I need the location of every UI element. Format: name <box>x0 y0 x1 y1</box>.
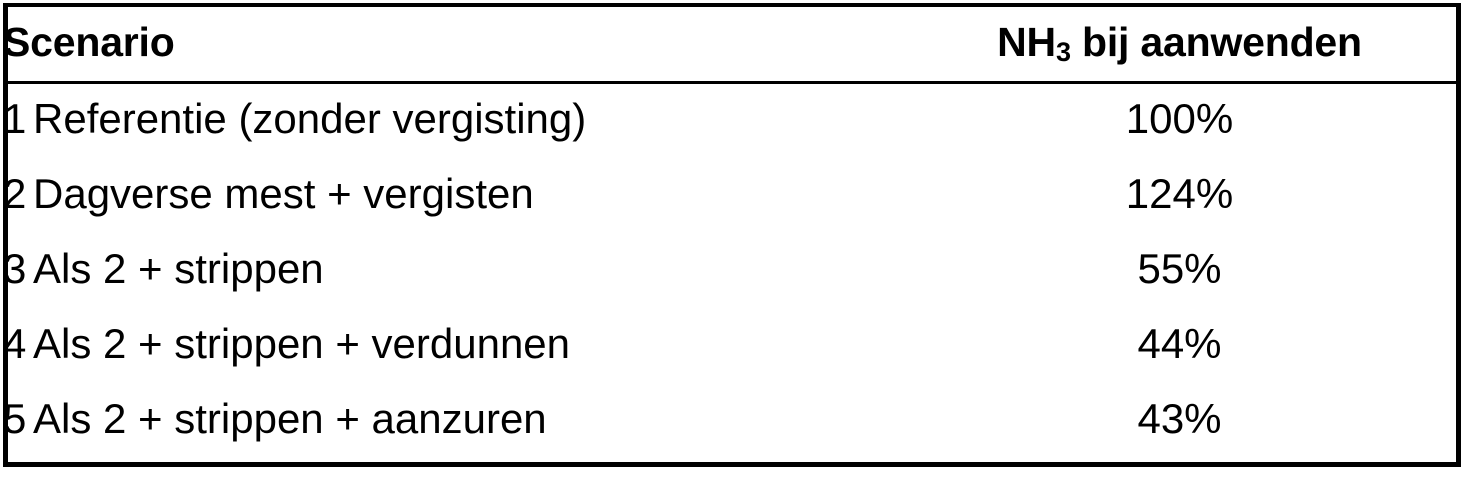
row-index: 5 <box>3 394 27 442</box>
cell-scenario: 5 Als 2 + strippen + aanzuren <box>3 381 898 456</box>
table-top-border <box>3 3 1461 7</box>
row-index: 1 <box>3 94 27 142</box>
table-right-border <box>1456 3 1461 467</box>
cell-scenario: 1 Referentie (zonder vergisting) <box>3 81 898 156</box>
table-row: 3 Als 2 + strippen 55% <box>3 231 1461 306</box>
table-bottom-border <box>3 462 1461 467</box>
table-left-border <box>3 3 8 467</box>
row-index: 4 <box>3 319 27 367</box>
row-index: 2 <box>3 169 27 217</box>
cell-scenario: 3 Als 2 + strippen <box>3 231 898 306</box>
cell-scenario: 4 Als 2 + strippen + verdunnen <box>3 306 898 381</box>
column-header-scenario: Scenario <box>3 18 175 65</box>
cell-nh3-value: 124% <box>1125 169 1234 217</box>
row-label: Als 2 + strippen <box>33 244 324 292</box>
row-label: Dagverse mest + vergisten <box>33 169 534 217</box>
row-label: Als 2 + strippen + verdunnen <box>33 319 571 367</box>
scenario-data-table: Scenario NH3 bij aanwenden 1 Referentie (… <box>3 3 1461 456</box>
cell-nh3-value: 44% <box>1137 319 1222 367</box>
column-header-nh3: NH3 bij aanwenden <box>898 3 1461 81</box>
table-row: 5 Als 2 + strippen + aanzuren 43% <box>3 381 1461 456</box>
column-header-nh3-subscript: 3 <box>1055 37 1071 68</box>
table-row: 4 Als 2 + strippen + verdunnen 44% <box>3 306 1461 381</box>
cell-nh3-value: 100% <box>1125 94 1234 142</box>
column-header-nh3-prefix: NH <box>997 18 1056 65</box>
cell-nh3-value: 43% <box>1137 394 1222 442</box>
table-row: 2 Dagverse mest + vergisten 124% <box>3 156 1461 231</box>
cell-nh3-value: 55% <box>1137 244 1222 292</box>
scenario-table: Scenario NH3 bij aanwenden 1 Referentie (… <box>3 3 1461 467</box>
table-header-row: Scenario NH3 bij aanwenden <box>3 3 1461 81</box>
row-label: Referentie (zonder vergisting) <box>33 94 587 142</box>
table-row: 1 Referentie (zonder vergisting) 100% <box>3 81 1461 156</box>
row-label: Als 2 + strippen + aanzuren <box>33 394 547 442</box>
table-header-divider <box>3 81 1461 84</box>
row-index: 3 <box>3 244 27 292</box>
cell-scenario: 2 Dagverse mest + vergisten <box>3 156 898 231</box>
column-header-nh3-suffix: bij aanwenden <box>1070 18 1362 65</box>
